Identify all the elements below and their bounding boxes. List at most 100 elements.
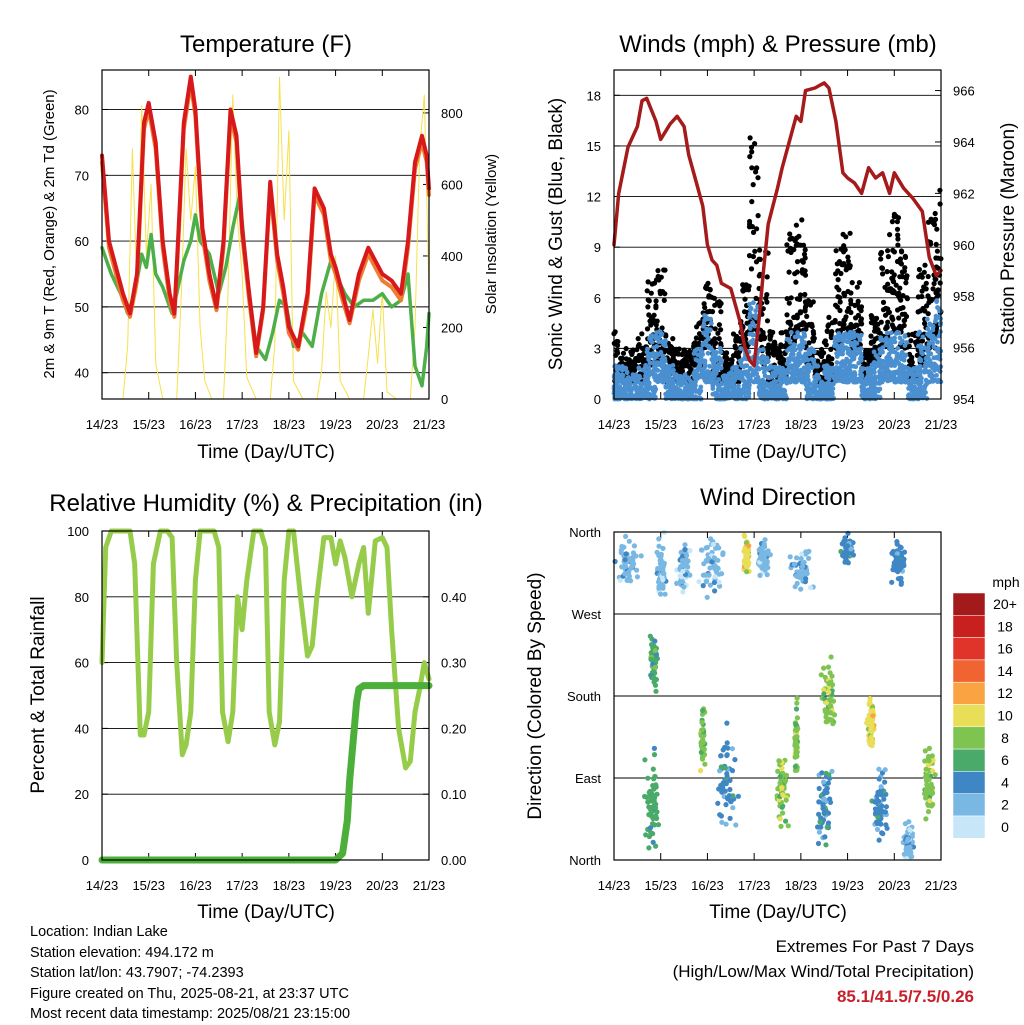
wind-point: [890, 347, 895, 353]
gust-point: [909, 354, 915, 360]
wind-point: [917, 364, 923, 369]
gust-point: [732, 343, 738, 349]
humidity-y2tick-label: 0.40: [441, 590, 466, 605]
wind-point: [918, 391, 924, 397]
gust-point: [908, 338, 914, 344]
direction-point: [783, 797, 789, 803]
direction-point: [723, 802, 729, 808]
wind-point: [766, 390, 771, 396]
gust-point: [704, 285, 710, 292]
wind-point: [651, 390, 657, 396]
direction-ylabel: Direction (Colored By Speed): [525, 572, 546, 819]
gust-point: [841, 325, 847, 331]
winds-y2label: Station Pressure (Maroon): [998, 123, 1019, 346]
gust-point: [787, 236, 793, 242]
wind-point: [640, 367, 646, 373]
gust-point: [749, 165, 755, 171]
direction-point: [827, 796, 833, 802]
direction-point: [650, 821, 656, 827]
gust-point: [639, 345, 646, 351]
wind-point: [619, 367, 625, 373]
direction-point: [821, 797, 827, 803]
wind-point: [852, 349, 857, 354]
gust-point: [893, 213, 899, 219]
wind-point: [788, 330, 794, 335]
direction-point: [626, 538, 632, 544]
gust-point: [787, 231, 793, 237]
wind-point: [747, 301, 752, 307]
direction-point: [687, 548, 693, 554]
gust-point: [639, 331, 645, 337]
gust-point: [928, 298, 934, 304]
gust-point: [646, 298, 652, 304]
wind-point: [717, 346, 723, 351]
wind-point: [684, 383, 690, 388]
winds-ylabel: Sonic Wind & Gust (Blue, Black): [546, 98, 567, 370]
direction-cluster: [696, 536, 726, 600]
direction-point: [682, 542, 688, 548]
gust-point: [806, 340, 812, 346]
wind-point: [906, 371, 912, 377]
wind-point: [744, 363, 750, 368]
gust-point: [784, 242, 790, 248]
direction-point: [732, 757, 738, 763]
wind-point: [887, 356, 893, 362]
wind-point: [658, 332, 664, 338]
direction-point: [651, 786, 657, 792]
wind-point: [807, 388, 813, 394]
gust-point: [656, 277, 662, 283]
direction-point: [924, 772, 930, 778]
wind-point: [858, 354, 864, 360]
wind-point: [758, 393, 763, 399]
temperature-xtick-label: 19/23: [319, 417, 352, 432]
wind-point: [884, 366, 890, 371]
direction-point: [827, 703, 833, 709]
wind-point: [884, 330, 890, 336]
wind-point: [916, 382, 922, 387]
gust-point: [889, 219, 896, 225]
wind-point: [771, 379, 777, 384]
direction-cluster: [642, 745, 662, 851]
gust-point: [898, 297, 904, 303]
legend-swatch: [952, 615, 986, 638]
direction-point: [792, 764, 799, 770]
gust-point: [880, 299, 887, 305]
gust-point: [752, 248, 758, 254]
wind-point: [653, 386, 659, 392]
direction-xtick-label: 21/23: [925, 878, 958, 893]
gust-point: [903, 280, 909, 286]
wind-point: [750, 371, 756, 376]
wind-point: [851, 370, 857, 376]
wind-point: [660, 353, 666, 359]
direction-point: [767, 552, 773, 558]
wind-point: [758, 356, 764, 362]
direction-point: [818, 672, 824, 678]
wind-point: [775, 384, 781, 390]
temperature-y2tick-label: 800: [441, 106, 463, 121]
gust-point: [884, 323, 890, 330]
wind-point: [831, 395, 836, 401]
direction-cluster: [787, 548, 816, 592]
direction-point: [724, 752, 730, 759]
direction-point: [899, 553, 905, 559]
direction-point: [719, 819, 725, 825]
temperature-frame: [101, 69, 430, 400]
temperature-xtick-label: 14/23: [86, 417, 119, 432]
direction-point: [793, 749, 800, 755]
temperature-y2tick-label: 400: [441, 249, 463, 264]
direction-point: [638, 553, 644, 559]
direction-point: [822, 834, 828, 840]
direction-point: [649, 642, 655, 648]
direction-point: [929, 803, 935, 809]
winds-xtick-label: 16/23: [691, 417, 724, 432]
direction-point: [647, 633, 653, 639]
wind-point: [926, 342, 932, 347]
direction-point: [724, 720, 730, 726]
gust-point: [705, 280, 711, 286]
wind-point: [766, 375, 772, 381]
wind-point: [618, 393, 624, 398]
legend-label: 6: [1001, 752, 1009, 768]
direction-point: [840, 541, 846, 547]
direction-point: [698, 547, 705, 553]
